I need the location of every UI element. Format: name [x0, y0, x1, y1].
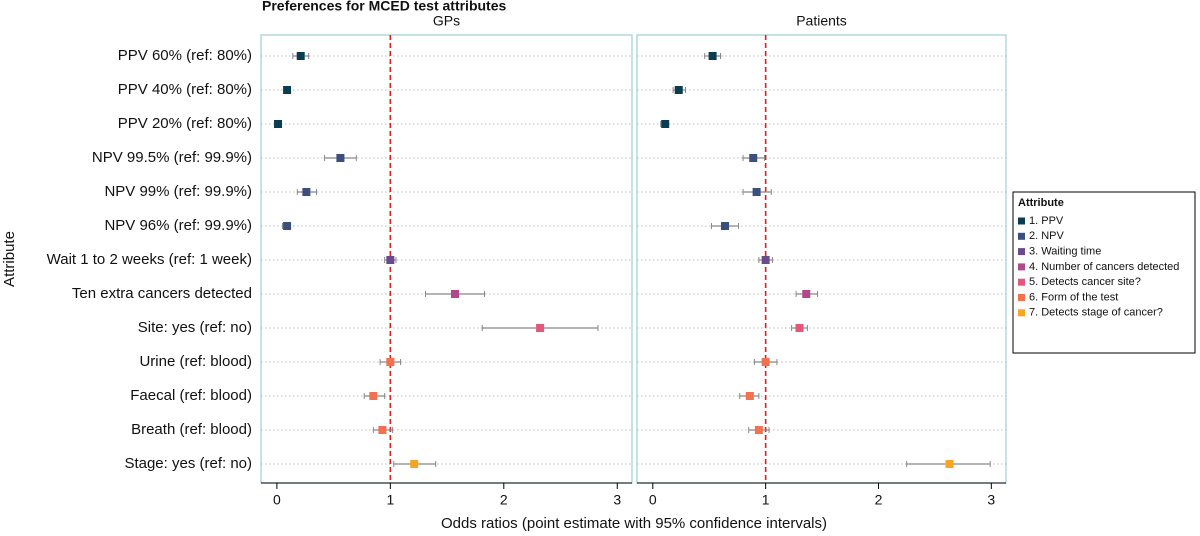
legend-swatch — [1018, 248, 1025, 256]
y-tick-label: Wait 1 to 2 weeks (ref: 1 week) — [47, 251, 252, 268]
point-estimate — [674, 86, 683, 94]
point-estimate — [410, 460, 419, 468]
point-estimate — [761, 256, 770, 264]
legend-label: 5. Detects cancer site? — [1029, 276, 1141, 288]
panel-frame — [636, 34, 1007, 484]
point-estimate — [761, 358, 770, 366]
y-tick-label: Breath (ref: blood) — [131, 421, 252, 438]
legend-swatch — [1018, 263, 1025, 271]
legend-box — [1012, 191, 1196, 354]
x-tick-label: 1 — [762, 492, 770, 508]
legend-label: 1. PPV — [1029, 215, 1064, 227]
point-estimate — [386, 358, 395, 366]
point-estimate — [283, 86, 292, 94]
y-tick-label: NPV 99% (ref: 99.9%) — [104, 183, 252, 200]
point-estimate — [336, 154, 345, 162]
chart-title: Preferences for MCED test attributes — [262, 0, 507, 14]
x-tick-label: 3 — [613, 492, 621, 508]
x-tick-label: 1 — [386, 492, 394, 508]
y-tick-label: PPV 20% (ref: 80%) — [118, 115, 252, 132]
point-estimate — [802, 290, 811, 298]
point-estimate — [536, 324, 545, 332]
y-tick-label: PPV 40% (ref: 80%) — [118, 81, 252, 98]
y-tick-label: Faecal (ref: blood) — [130, 387, 252, 404]
point-estimate — [451, 290, 460, 298]
point-estimate — [795, 324, 804, 332]
y-tick-label: Site: yes (ref: no) — [138, 319, 252, 336]
point-estimate — [283, 222, 292, 230]
y-axis-label: Attribute — [1, 231, 18, 287]
point-estimate — [661, 120, 670, 128]
x-tick-label: 0 — [649, 492, 657, 508]
legend-swatch — [1018, 217, 1025, 225]
point-estimate — [386, 256, 395, 264]
legend-label: 2. NPV — [1029, 230, 1065, 242]
y-tick-label: Stage: yes (ref: no) — [124, 455, 252, 472]
point-estimate — [302, 188, 311, 196]
point-estimate — [721, 222, 730, 230]
point-estimate — [752, 188, 761, 196]
x-tick-label: 2 — [500, 492, 508, 508]
legend-label: 7. Detects stage of cancer? — [1029, 307, 1163, 319]
point-estimate — [378, 426, 387, 434]
panel-title: Patients — [796, 13, 847, 29]
point-estimate — [274, 120, 283, 128]
point-estimate — [754, 426, 763, 434]
y-tick-label: PPV 60% (ref: 80%) — [118, 47, 252, 64]
y-tick-label: Ten extra cancers detected — [72, 285, 252, 302]
legend-label: 6. Form of the test — [1029, 291, 1118, 303]
point-estimate — [708, 52, 717, 60]
legend-swatch — [1018, 294, 1025, 301]
legend-label: 3. Waiting time — [1029, 246, 1101, 258]
x-tick-label: 0 — [273, 492, 281, 508]
y-tick-label: NPV 99.5% (ref: 99.9%) — [92, 149, 252, 166]
legend-swatch — [1018, 309, 1025, 317]
point-estimate — [369, 392, 378, 400]
y-tick-label: Urine (ref: blood) — [139, 353, 252, 370]
point-estimate — [749, 154, 758, 162]
point-estimate — [745, 392, 754, 400]
panel-frame — [260, 34, 633, 484]
x-axis-label: Odds ratios (point estimate with 95% con… — [441, 515, 827, 532]
y-tick-label: NPV 96% (ref: 99.9%) — [104, 217, 252, 234]
point-estimate — [296, 52, 305, 60]
point-estimate — [945, 460, 954, 468]
x-tick-label: 3 — [987, 492, 995, 508]
legend-swatch — [1018, 278, 1025, 286]
legend-label: 4. Number of cancers detected — [1029, 261, 1179, 273]
x-tick-label: 2 — [875, 492, 883, 508]
legend-title: Attribute — [1018, 197, 1064, 209]
legend-swatch — [1018, 232, 1025, 240]
panel-title: GPs — [433, 13, 460, 29]
